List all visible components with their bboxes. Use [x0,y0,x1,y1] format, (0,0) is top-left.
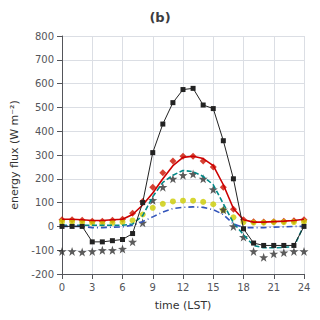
svg-text:12: 12 [177,282,190,293]
svg-text:0: 0 [48,221,54,232]
svg-text:500: 500 [35,102,54,113]
svg-text:3: 3 [89,282,95,293]
svg-text:200: 200 [35,173,54,184]
svg-text:15: 15 [207,282,220,293]
svg-text:0: 0 [59,282,65,293]
svg-text:energy flux (W m⁻²): energy flux (W m⁻²) [8,100,21,210]
svg-text:time (LST): time (LST) [155,299,212,312]
svg-text:-200: -200 [31,269,54,280]
svg-text:18: 18 [237,282,250,293]
svg-text:(b): (b) [149,10,170,25]
svg-text:6: 6 [119,282,125,293]
svg-text:300: 300 [35,150,54,161]
svg-text:-100: -100 [31,245,54,256]
svg-text:21: 21 [267,282,280,293]
svg-text:700: 700 [35,54,54,65]
svg-text:800: 800 [35,31,54,42]
svg-text:100: 100 [35,197,54,208]
svg-text:9: 9 [150,282,156,293]
svg-text:24: 24 [298,282,311,293]
svg-text:600: 600 [35,78,54,89]
svg-text:400: 400 [35,126,54,137]
